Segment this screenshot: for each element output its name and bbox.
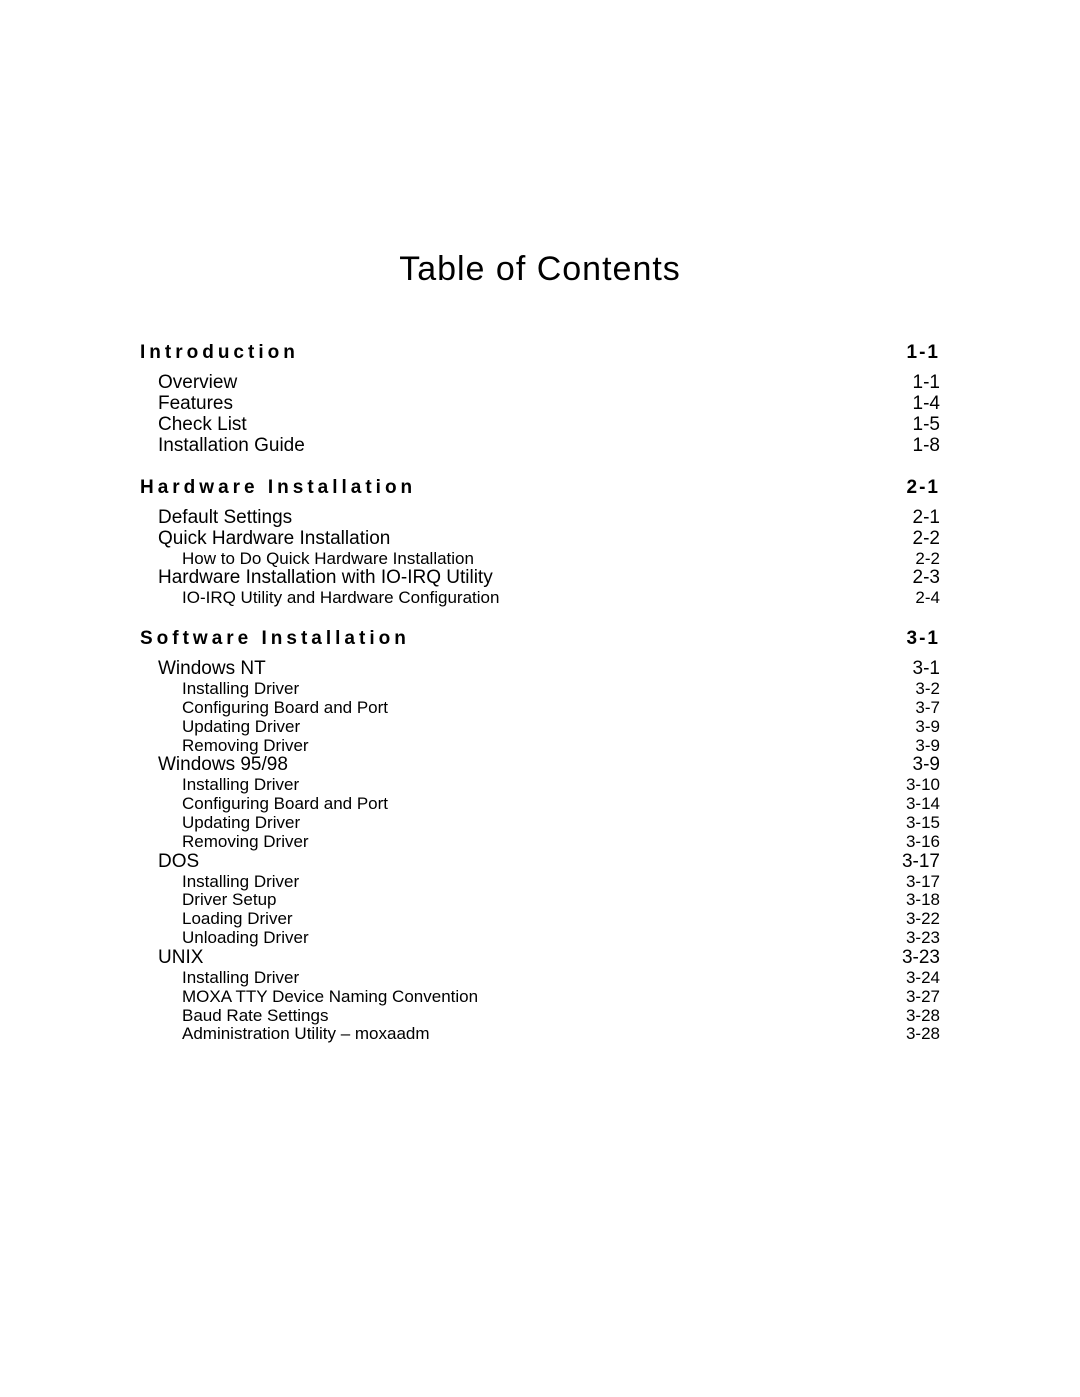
toc-entry: MOXA TTY Device Naming Convention 3-27 [140,988,940,1006]
toc-entry-page: 2-3 [913,568,940,588]
document-page: Table of Contents Introduction1-1Overvie… [0,0,1080,1397]
toc-entry-page: 3-18 [906,891,940,909]
toc-entry-page: 3-27 [906,988,940,1006]
toc-entry-page: 3-28 [906,1007,940,1025]
toc-entry-page: 1-1 [907,343,940,363]
toc-entry-page: 2-1 [907,478,940,498]
toc-entry-label: How to Do Quick Hardware Installation [182,550,474,568]
toc-entry-label: UNIX [158,948,203,968]
toc-title: Table of Contents [140,250,940,289]
toc-entry-page: 3-1 [907,629,940,649]
toc-entry: Configuring Board and Port 3-7 [140,699,940,717]
toc-entry: How to Do Quick Hardware Installation 2-2 [140,550,940,568]
toc-entry-page: 2-4 [915,589,940,607]
toc-entry: Driver Setup 3-18 [140,891,940,909]
toc-entry: Installation Guide 1-8 [140,436,940,456]
toc-entry-label: Baud Rate Settings [182,1007,328,1025]
toc-entry: Features 1-4 [140,394,940,414]
toc-entry-label: Windows NT [158,659,266,679]
toc-entry-page: 3-7 [915,699,940,717]
toc-entry-page: 1-8 [913,436,940,456]
toc-entry-label: DOS [158,852,199,872]
toc-entry: Check List 1-5 [140,415,940,435]
toc-entry: Software Installation 3-1 [140,629,940,649]
toc-entry-label: Overview [158,373,237,393]
toc-entry-label: Unloading Driver [182,929,309,947]
toc-entry-label: Installing Driver [182,969,299,987]
toc-entry-label: Administration Utility – moxaadm [182,1025,430,1043]
toc-entry-page: 3-16 [906,833,940,851]
toc-entry: Installing Driver 3-24 [140,969,940,987]
toc-entry-label: Introduction [140,343,299,363]
toc-entry-label: Installation Guide [158,436,305,456]
toc-entry-page: 3-23 [902,948,940,968]
toc-entry-label: MOXA TTY Device Naming Convention [182,988,478,1006]
toc-entry: Configuring Board and Port 3-14 [140,795,940,813]
toc-entry-label: Configuring Board and Port [182,795,388,813]
toc-entry: Windows 95/98 3-9 [140,755,940,775]
toc-entry-label: Removing Driver [182,833,309,851]
toc-entry-page: 3-9 [913,755,940,775]
toc-entry-page: 3-15 [906,814,940,832]
toc-entry: Windows NT 3-1 [140,659,940,679]
toc-entry-page: 1-1 [913,373,940,393]
toc-entry-label: Windows 95/98 [158,755,288,775]
toc-entry-page: 3-17 [906,873,940,891]
toc-entry-page: 3-9 [915,737,940,755]
toc-entry: Installing Driver 3-17 [140,873,940,891]
toc-entry-page: 3-23 [906,929,940,947]
toc-entry-page: 3-9 [915,718,940,736]
toc-entry-label: Installing Driver [182,680,299,698]
toc-entry-label: IO-IRQ Utility and Hardware Configuratio… [182,589,499,607]
toc-entry: Loading Driver 3-22 [140,910,940,928]
toc-entry-label: Quick Hardware Installation [158,529,390,549]
toc-entry: Hardware Installation 2-1 [140,478,940,498]
toc-entry: DOS 3-17 [140,852,940,872]
toc-entry-label: Configuring Board and Port [182,699,388,717]
toc-entry-label: Hardware Installation with IO-IRQ Utilit… [158,568,493,588]
toc-entry: Default Settings 2-1 [140,508,940,528]
toc-entry-label: Software Installation [140,629,410,649]
toc-entry-label: Updating Driver [182,718,300,736]
toc-entry: Quick Hardware Installation 2-2 [140,529,940,549]
toc-entry: Hardware Installation with IO-IRQ Utilit… [140,568,940,588]
toc-entry-label: Removing Driver [182,737,309,755]
toc-list: Introduction1-1Overview1-1Features1-4Che… [140,343,940,1043]
toc-entry-page: 3-17 [902,852,940,872]
toc-entry-page: 2-2 [913,529,940,549]
toc-entry-page: 1-4 [913,394,940,414]
toc-entry-page: 3-10 [906,776,940,794]
toc-entry-label: Default Settings [158,508,292,528]
toc-entry-page: 3-22 [906,910,940,928]
toc-entry: Overview 1-1 [140,373,940,393]
toc-entry-label: Loading Driver [182,910,293,928]
toc-entry: Introduction 1-1 [140,343,940,363]
toc-entry: Installing Driver 3-2 [140,680,940,698]
toc-entry-label: Installing Driver [182,873,299,891]
toc-entry-page: 2-2 [915,550,940,568]
toc-entry: Removing Driver 3-9 [140,737,940,755]
toc-entry: Updating Driver 3-9 [140,718,940,736]
toc-entry: Installing Driver 3-10 [140,776,940,794]
toc-entry-label: Driver Setup [182,891,276,909]
toc-entry: Unloading Driver 3-23 [140,929,940,947]
toc-entry-page: 3-24 [906,969,940,987]
toc-entry: Administration Utility – moxaadm 3-28 [140,1025,940,1043]
toc-entry: Updating Driver 3-15 [140,814,940,832]
toc-entry: Baud Rate Settings 3-28 [140,1007,940,1025]
toc-entry-label: Features [158,394,233,414]
toc-entry-page: 1-5 [913,415,940,435]
toc-entry-page: 3-2 [915,680,940,698]
toc-entry-page: 3-28 [906,1025,940,1043]
toc-entry: Removing Driver 3-16 [140,833,940,851]
toc-entry-label: Check List [158,415,247,435]
toc-entry-page: 3-14 [906,795,940,813]
toc-entry-label: Updating Driver [182,814,300,832]
toc-entry: IO-IRQ Utility and Hardware Configuratio… [140,589,940,607]
toc-entry-page: 3-1 [913,659,940,679]
toc-entry-page: 2-1 [913,508,940,528]
toc-entry-label: Installing Driver [182,776,299,794]
toc-entry-label: Hardware Installation [140,478,416,498]
toc-entry: UNIX 3-23 [140,948,940,968]
